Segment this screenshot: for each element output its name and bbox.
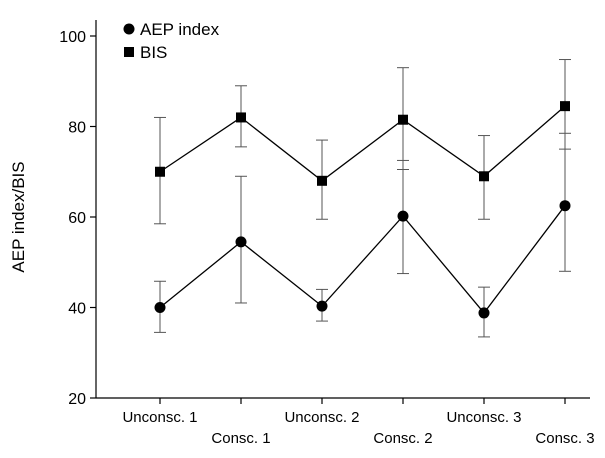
data-point bbox=[398, 114, 408, 125]
data-point bbox=[559, 200, 571, 212]
data-point bbox=[316, 300, 328, 312]
y-axis-label: AEP index/BIS bbox=[9, 161, 28, 272]
legend-marker-aep bbox=[123, 23, 135, 35]
y-tick-label: 80 bbox=[68, 120, 86, 137]
axes: 20 40 60 80 100 Unconsc. 1 Consc. 1 Unconsc. 2 C… bbox=[59, 20, 595, 447]
series-aep-index bbox=[154, 132, 571, 338]
y-tick-label: 20 bbox=[68, 391, 86, 408]
series-bis bbox=[154, 59, 571, 225]
data-point bbox=[155, 166, 165, 177]
x-tick-label: Consc. 1 bbox=[211, 430, 270, 447]
x-tick-label: Consc. 2 bbox=[373, 430, 432, 447]
x-tick-label: Unconsc. 1 bbox=[122, 409, 197, 426]
y-tick-label: 60 bbox=[68, 210, 86, 227]
x-tick-label: Consc. 3 bbox=[535, 430, 594, 447]
data-point bbox=[397, 210, 409, 222]
data-point bbox=[478, 307, 490, 319]
y-tick-label: 40 bbox=[68, 301, 86, 318]
data-point bbox=[479, 171, 489, 182]
data-point bbox=[154, 302, 166, 313]
series-line bbox=[159, 205, 566, 314]
legend-label-aep: AEP index bbox=[140, 20, 220, 39]
series-layer bbox=[154, 59, 571, 338]
data-point bbox=[560, 101, 570, 112]
x-tick-label: Unconsc. 3 bbox=[446, 409, 521, 426]
data-point bbox=[236, 112, 246, 123]
legend: AEP index BIS bbox=[123, 20, 220, 62]
x-tick-label: Unconsc. 2 bbox=[284, 409, 359, 426]
legend-label-bis: BIS bbox=[140, 43, 167, 62]
series-line bbox=[159, 105, 566, 182]
y-tick-label: 100 bbox=[59, 29, 86, 46]
data-point bbox=[317, 175, 327, 186]
data-point bbox=[235, 236, 247, 248]
legend-marker-bis bbox=[124, 47, 134, 57]
